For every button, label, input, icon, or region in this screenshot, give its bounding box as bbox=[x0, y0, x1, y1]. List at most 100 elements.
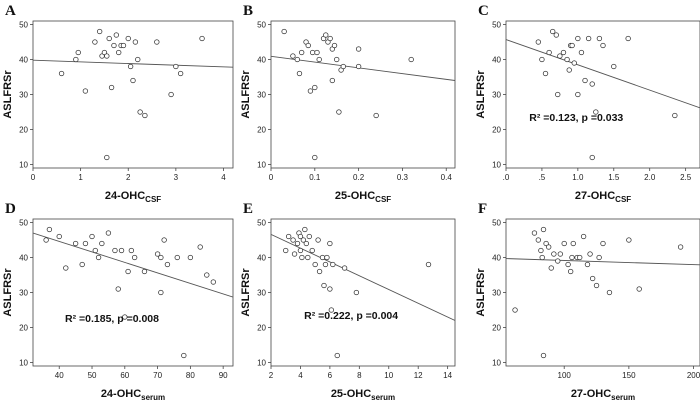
x-tick-label: 0 bbox=[31, 173, 36, 182]
x-tick-label: 1.0 bbox=[572, 173, 584, 182]
y-tick-label: 30 bbox=[257, 91, 266, 100]
data-point bbox=[118, 247, 125, 254]
regression-line bbox=[33, 59, 233, 68]
data-point bbox=[593, 109, 599, 115]
y-tick-label: 20 bbox=[19, 126, 28, 135]
y-tick-label: 40 bbox=[19, 254, 28, 263]
data-point bbox=[566, 67, 572, 73]
data-point bbox=[322, 261, 329, 268]
data-point bbox=[199, 35, 205, 42]
panel-letter: D bbox=[5, 201, 16, 217]
data-point bbox=[408, 56, 414, 63]
data-point bbox=[89, 233, 95, 240]
plot-frame bbox=[270, 218, 456, 367]
x-tick-label: 14 bbox=[443, 371, 452, 380]
x-tick-label: 12 bbox=[414, 371, 423, 380]
y-tick-label: 30 bbox=[492, 289, 501, 298]
data-point bbox=[611, 63, 617, 70]
data-point bbox=[560, 49, 567, 56]
data-point bbox=[154, 39, 160, 45]
data-layer bbox=[33, 226, 233, 359]
data-point bbox=[564, 56, 570, 63]
data-point bbox=[158, 289, 164, 296]
y-axis-label: ASLFRSr bbox=[240, 70, 252, 119]
data-point bbox=[63, 265, 69, 271]
panel-letter: C bbox=[478, 3, 489, 19]
data-point bbox=[305, 254, 311, 261]
x-axis-label-subscript: serum bbox=[371, 393, 395, 402]
y-axis-label: ASLFRSr bbox=[2, 70, 14, 119]
x-tick-label: 4 bbox=[221, 173, 226, 182]
data-point bbox=[542, 70, 549, 77]
data-point bbox=[329, 77, 336, 84]
y-tick-label: 30 bbox=[492, 91, 501, 100]
y-tick-label: 10 bbox=[19, 359, 28, 368]
data-point bbox=[82, 88, 89, 94]
x-tick-label: 2 bbox=[269, 371, 274, 380]
data-point bbox=[161, 237, 167, 243]
data-point bbox=[297, 233, 304, 240]
data-point bbox=[104, 154, 110, 161]
data-point bbox=[204, 272, 210, 278]
y-tick-label: 40 bbox=[492, 56, 501, 65]
data-point bbox=[546, 244, 552, 250]
data-point bbox=[128, 247, 135, 254]
data-point bbox=[580, 233, 587, 240]
panel-letter: A bbox=[5, 3, 16, 19]
data-point bbox=[132, 39, 139, 45]
data-point bbox=[125, 35, 131, 42]
data-point bbox=[307, 88, 314, 94]
data-point bbox=[596, 254, 602, 261]
data-point bbox=[309, 247, 315, 254]
data-point bbox=[334, 56, 340, 63]
panel-letter: F bbox=[478, 201, 487, 217]
data-point bbox=[210, 279, 217, 285]
data-point bbox=[575, 35, 581, 42]
y-axis-label: ASLFRSr bbox=[475, 70, 487, 119]
data-point bbox=[135, 56, 141, 63]
y-tick-label: 10 bbox=[257, 359, 266, 368]
data-point bbox=[539, 254, 545, 261]
data-point bbox=[116, 49, 122, 56]
regression-line bbox=[506, 258, 700, 266]
data-point bbox=[72, 240, 79, 247]
data-point bbox=[589, 154, 595, 161]
x-tick-label: 50 bbox=[88, 371, 97, 380]
data-point bbox=[596, 35, 603, 42]
data-layer bbox=[33, 28, 233, 161]
data-point bbox=[625, 35, 631, 42]
x-tick-label: 1.5 bbox=[608, 173, 620, 182]
data-point bbox=[92, 247, 98, 254]
data-point bbox=[538, 247, 544, 254]
data-point bbox=[181, 352, 187, 359]
data-point bbox=[312, 84, 318, 91]
data-point bbox=[312, 154, 318, 161]
data-point bbox=[540, 352, 547, 359]
data-point bbox=[355, 46, 362, 52]
data-point bbox=[298, 49, 305, 56]
data-point bbox=[425, 261, 432, 268]
y-tick-label: 20 bbox=[19, 324, 28, 333]
x-tick-label: 90 bbox=[219, 371, 228, 380]
x-tick-label: .0 bbox=[503, 173, 510, 182]
data-point bbox=[106, 35, 112, 42]
data-point bbox=[297, 247, 304, 254]
data-point bbox=[626, 237, 632, 243]
data-point bbox=[43, 237, 49, 243]
data-layer bbox=[271, 28, 455, 161]
data-point bbox=[543, 240, 549, 247]
x-axis-label: 24-OHCserum bbox=[101, 388, 165, 402]
data-point bbox=[323, 32, 329, 38]
x-tick-label: 40 bbox=[55, 371, 64, 380]
data-point bbox=[290, 237, 296, 243]
data-point bbox=[540, 226, 547, 233]
data-point bbox=[553, 32, 559, 38]
x-tick-label: 0.1 bbox=[309, 173, 321, 182]
x-tick-label: 150 bbox=[622, 371, 636, 380]
y-tick-label: 30 bbox=[257, 289, 266, 298]
regression-line bbox=[506, 39, 700, 109]
data-point bbox=[112, 247, 118, 254]
data-point bbox=[113, 32, 120, 38]
data-point bbox=[164, 261, 171, 268]
data-point bbox=[565, 261, 571, 268]
